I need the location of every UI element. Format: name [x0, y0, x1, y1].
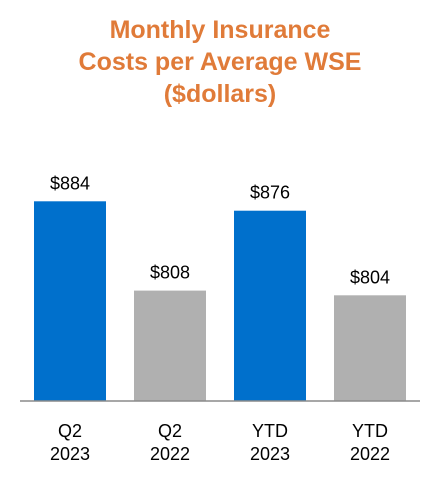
chart-title: Monthly Insurance Costs per Average WSE … [0, 14, 440, 110]
chart-title-line-3: ($dollars) [163, 80, 277, 108]
x-tick-label-2-1: Q2 [158, 421, 182, 441]
bar-3 [234, 210, 306, 401]
data-label-1: $884 [50, 173, 90, 193]
chart-title-line-2: Costs per Average WSE [78, 48, 362, 76]
chart-title-line-1: Monthly Insurance [109, 16, 331, 44]
data-label-2: $808 [150, 263, 190, 283]
x-tick-label-1-2: 2023 [50, 444, 90, 464]
x-tick-label-2-2: 2022 [150, 444, 190, 464]
x-tick-label-1-1: Q2 [58, 421, 82, 441]
x-tick-label-4-1: YTD [352, 421, 388, 441]
bar-2 [134, 290, 206, 401]
x-tick-label-4-2: 2022 [350, 444, 390, 464]
x-tick-label-3-1: YTD [252, 421, 288, 441]
bar-4 [334, 295, 406, 401]
x-tick-label-3-2: 2023 [250, 444, 290, 464]
bar-1 [34, 201, 106, 401]
data-label-4: $804 [350, 267, 390, 287]
data-label-3: $876 [250, 183, 290, 203]
